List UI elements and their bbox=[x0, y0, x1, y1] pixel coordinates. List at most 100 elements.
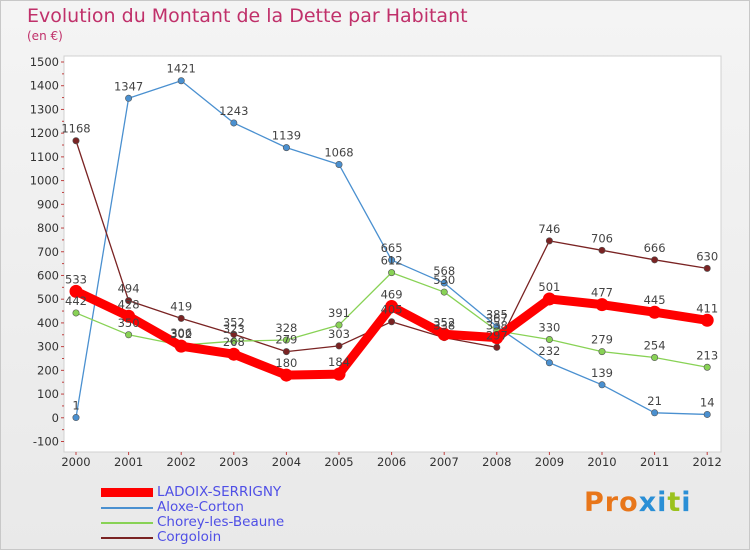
data-point bbox=[388, 256, 396, 264]
data-point bbox=[651, 409, 659, 417]
data-label: 612 bbox=[381, 254, 403, 268]
data-label: 297 bbox=[486, 328, 508, 342]
data-point bbox=[125, 297, 133, 305]
data-label: 405 bbox=[381, 303, 403, 317]
data-point bbox=[335, 342, 343, 350]
legend-label: Corgoloin bbox=[157, 529, 222, 545]
data-point bbox=[230, 330, 238, 338]
data-label: 501 bbox=[538, 280, 560, 294]
data-label: 352 bbox=[433, 315, 455, 329]
data-point bbox=[437, 327, 451, 341]
data-label: 411 bbox=[696, 301, 718, 315]
x-tick-label: 2009 bbox=[535, 455, 564, 469]
data-label: 428 bbox=[118, 297, 140, 311]
chart-subtitle: (en €) bbox=[27, 29, 63, 43]
x-tick-label: 2001 bbox=[114, 455, 143, 469]
y-tick-label: 1500 bbox=[30, 55, 59, 69]
data-label: 139 bbox=[591, 366, 613, 380]
data-point bbox=[651, 354, 659, 362]
data-label: 746 bbox=[538, 222, 560, 236]
data-label: 279 bbox=[275, 333, 297, 347]
data-point bbox=[230, 119, 238, 127]
data-point bbox=[542, 292, 556, 306]
data-point bbox=[69, 284, 83, 298]
data-label: 442 bbox=[65, 294, 87, 308]
data-point bbox=[651, 256, 659, 264]
data-label: 445 bbox=[644, 293, 666, 307]
data-point bbox=[703, 264, 711, 272]
x-tick-label: 2008 bbox=[482, 455, 511, 469]
data-label: 213 bbox=[696, 348, 718, 362]
data-point bbox=[282, 348, 290, 356]
y-tick-label: 0 bbox=[52, 411, 59, 425]
data-label: 469 bbox=[381, 288, 403, 302]
data-label: 328 bbox=[275, 321, 297, 335]
data-label: 568 bbox=[433, 264, 455, 278]
data-label: 279 bbox=[591, 333, 613, 347]
x-tick-label: 2007 bbox=[430, 455, 459, 469]
y-tick-label: 1400 bbox=[30, 79, 59, 93]
data-point bbox=[545, 359, 553, 367]
data-label: 1243 bbox=[219, 104, 248, 118]
data-point bbox=[388, 269, 396, 277]
y-tick-label: 100 bbox=[37, 387, 59, 401]
data-point bbox=[227, 347, 241, 361]
legend-label: LADOIX-SERRIGNY bbox=[157, 484, 282, 500]
data-point bbox=[332, 367, 346, 381]
data-point bbox=[177, 314, 185, 322]
x-tick-label: 2003 bbox=[219, 455, 248, 469]
data-point bbox=[335, 160, 343, 168]
x-tick-label: 2002 bbox=[167, 455, 196, 469]
y-tick-label: 500 bbox=[37, 292, 59, 306]
data-label: 306 bbox=[170, 326, 192, 340]
data-label: 494 bbox=[118, 282, 140, 296]
data-point bbox=[388, 318, 396, 326]
data-point bbox=[125, 331, 133, 339]
data-label: 14 bbox=[700, 395, 715, 409]
legend-swatch bbox=[101, 536, 153, 539]
data-label: 385 bbox=[486, 307, 508, 321]
data-point bbox=[700, 313, 714, 327]
data-label: 665 bbox=[381, 241, 403, 255]
data-label: 268 bbox=[223, 335, 245, 349]
x-tick-label: 2000 bbox=[61, 455, 90, 469]
data-point bbox=[595, 298, 609, 312]
data-point bbox=[703, 410, 711, 418]
proxiti-logo: Proxiti bbox=[584, 487, 692, 518]
data-label: 391 bbox=[328, 306, 350, 320]
data-label: 180 bbox=[275, 356, 297, 370]
chart-title: Evolution du Montant de la Dette par Hab… bbox=[27, 5, 468, 27]
legend-label: Chorey-les-Beaune bbox=[157, 514, 285, 530]
data-point bbox=[72, 137, 80, 145]
x-tick-label: 2006 bbox=[377, 455, 406, 469]
data-label: 666 bbox=[644, 241, 666, 255]
y-tick-label: 700 bbox=[37, 245, 59, 259]
data-label: 1 bbox=[72, 399, 79, 413]
y-tick-label: 800 bbox=[37, 221, 59, 235]
x-tick-label: 2010 bbox=[587, 455, 616, 469]
data-point bbox=[230, 337, 238, 345]
y-tick-label: 1300 bbox=[30, 102, 59, 116]
y-tick-label: 600 bbox=[37, 268, 59, 282]
data-point bbox=[490, 331, 504, 345]
legend-swatch bbox=[101, 521, 153, 524]
data-label: 330 bbox=[538, 321, 560, 335]
data-point bbox=[72, 309, 80, 317]
data-label: 533 bbox=[65, 272, 87, 286]
data-point bbox=[122, 309, 136, 323]
data-point bbox=[174, 339, 188, 353]
data-point bbox=[598, 381, 606, 389]
data-label: 338 bbox=[486, 319, 508, 333]
x-tick-label: 2011 bbox=[640, 455, 669, 469]
data-label: 21 bbox=[647, 394, 662, 408]
data-point bbox=[72, 414, 80, 422]
data-point bbox=[282, 336, 290, 344]
x-tick-label: 2005 bbox=[324, 455, 353, 469]
x-tick-label: 2012 bbox=[693, 455, 722, 469]
data-point bbox=[703, 363, 711, 371]
data-label: 338 bbox=[433, 319, 455, 333]
data-point bbox=[545, 237, 553, 245]
data-point bbox=[598, 348, 606, 356]
y-tick-label: 1200 bbox=[30, 126, 59, 140]
